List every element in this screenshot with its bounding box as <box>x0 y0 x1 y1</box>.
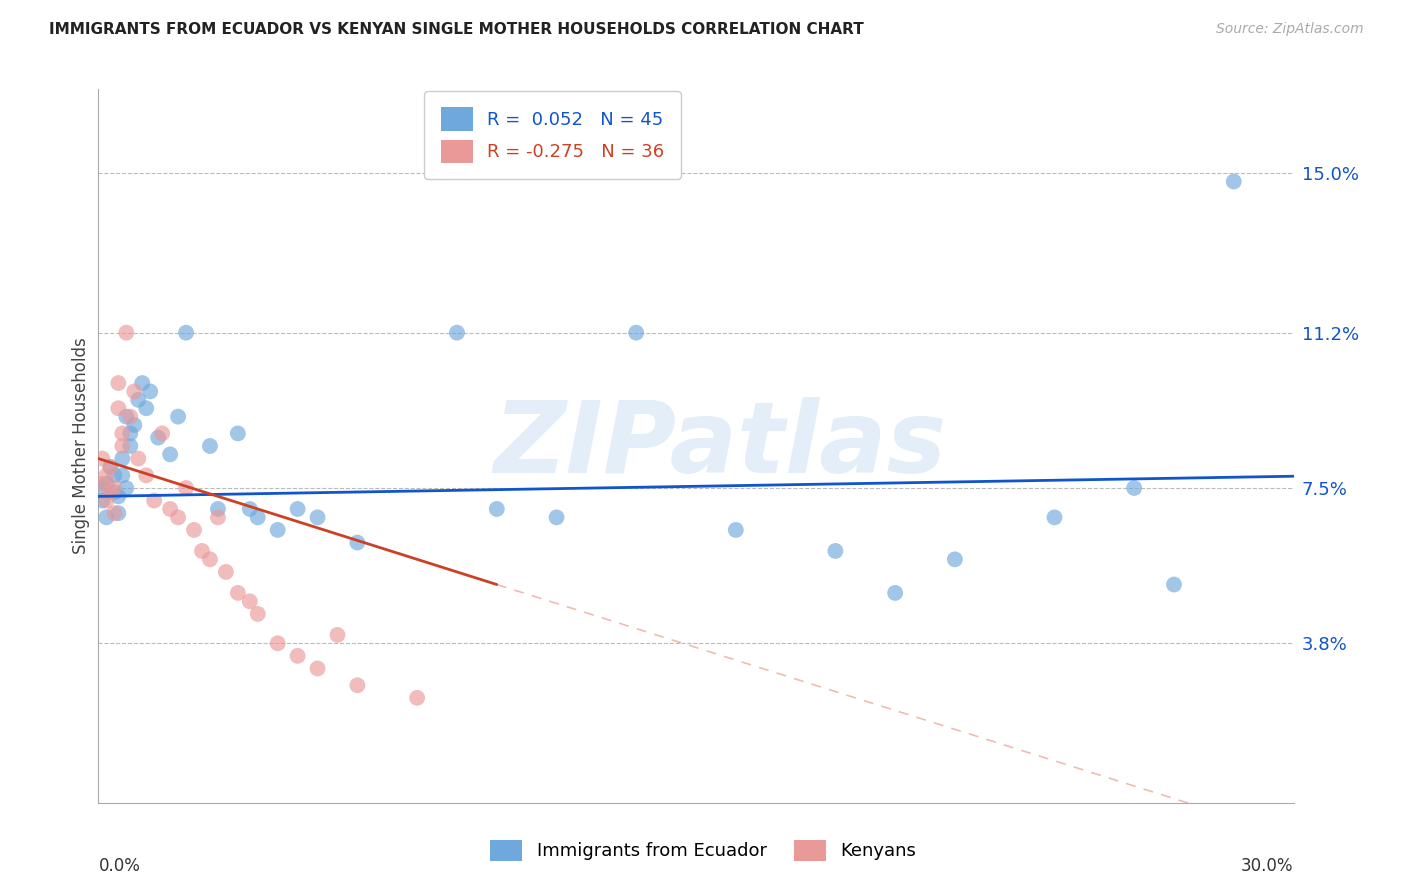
Point <box>346 678 368 692</box>
Point <box>111 439 134 453</box>
Point <box>107 489 129 503</box>
Point <box>111 426 134 441</box>
Point <box>98 460 122 475</box>
Point <box>135 468 157 483</box>
Point <box>98 460 122 475</box>
Point <box>326 628 349 642</box>
Text: 30.0%: 30.0% <box>1241 857 1294 875</box>
Point <box>127 392 149 407</box>
Point <box>135 401 157 416</box>
Point <box>159 447 181 461</box>
Point <box>91 476 114 491</box>
Point <box>139 384 162 399</box>
Point <box>1123 481 1146 495</box>
Point <box>127 451 149 466</box>
Point <box>226 586 249 600</box>
Point <box>111 468 134 483</box>
Point <box>111 451 134 466</box>
Point <box>103 468 125 483</box>
Point <box>120 426 142 441</box>
Text: Source: ZipAtlas.com: Source: ZipAtlas.com <box>1216 22 1364 37</box>
Point <box>1223 175 1246 189</box>
Point <box>103 506 125 520</box>
Point <box>120 409 142 424</box>
Point <box>159 502 181 516</box>
Point <box>1043 510 1066 524</box>
Point <box>267 523 290 537</box>
Point <box>115 481 138 495</box>
Point <box>215 565 238 579</box>
Point <box>724 523 747 537</box>
Point <box>107 506 129 520</box>
Point <box>115 326 138 340</box>
Point <box>131 376 153 390</box>
Point <box>96 493 118 508</box>
Point <box>198 552 221 566</box>
Point <box>124 417 146 432</box>
Point <box>103 481 125 495</box>
Legend: R =  0.052   N = 45, R = -0.275   N = 36: R = 0.052 N = 45, R = -0.275 N = 36 <box>425 91 681 179</box>
Point <box>174 326 197 340</box>
Point <box>246 510 269 524</box>
Text: ZIPatlas: ZIPatlas <box>494 398 946 494</box>
Point <box>91 493 114 508</box>
Point <box>198 439 221 453</box>
Point <box>824 544 846 558</box>
Text: IMMIGRANTS FROM ECUADOR VS KENYAN SINGLE MOTHER HOUSEHOLDS CORRELATION CHART: IMMIGRANTS FROM ECUADOR VS KENYAN SINGLE… <box>49 22 863 37</box>
Point <box>167 510 190 524</box>
Point <box>239 594 262 608</box>
Point <box>207 502 229 516</box>
Point <box>143 493 166 508</box>
Point <box>91 481 114 495</box>
Point <box>91 451 114 466</box>
Point <box>943 552 966 566</box>
Text: 0.0%: 0.0% <box>98 857 141 875</box>
Point <box>191 544 214 558</box>
Point <box>1163 577 1185 591</box>
Point <box>107 401 129 416</box>
Point <box>485 502 508 516</box>
Point <box>307 510 329 524</box>
Point <box>167 409 190 424</box>
Point <box>287 648 309 663</box>
Point <box>124 384 146 399</box>
Point <box>246 607 269 621</box>
Point <box>884 586 907 600</box>
Point <box>287 502 309 516</box>
Point <box>96 468 118 483</box>
Y-axis label: Single Mother Households: Single Mother Households <box>72 338 90 554</box>
Legend: Immigrants from Ecuador, Kenyans: Immigrants from Ecuador, Kenyans <box>481 830 925 870</box>
Point <box>446 326 468 340</box>
Point <box>96 510 118 524</box>
Point <box>174 481 197 495</box>
Point <box>626 326 648 340</box>
Point <box>148 431 170 445</box>
Point <box>346 535 368 549</box>
Point <box>183 523 205 537</box>
Point <box>150 426 173 441</box>
Point <box>546 510 568 524</box>
Point <box>307 661 329 675</box>
Point <box>103 485 125 500</box>
Point <box>226 426 249 441</box>
Point <box>96 476 118 491</box>
Point <box>115 409 138 424</box>
Point <box>120 439 142 453</box>
Point <box>107 376 129 390</box>
Point <box>239 502 262 516</box>
Point <box>207 510 229 524</box>
Point <box>406 690 429 705</box>
Point <box>267 636 290 650</box>
Point <box>98 485 122 500</box>
